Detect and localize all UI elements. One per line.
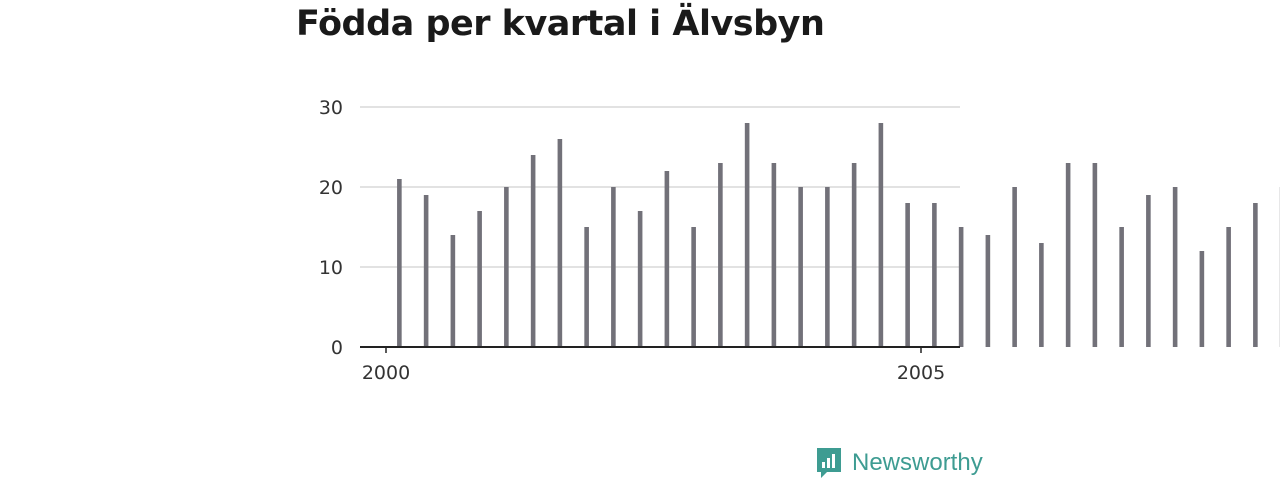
chart-title: Födda per kvartal i Älvsbyn [296,4,825,44]
bar [878,123,884,347]
bar [450,235,456,347]
bar [1253,203,1258,347]
bar [504,187,509,347]
newsworthy-logo: Newsworthy [815,446,983,480]
y-tick-label: 0 [331,337,343,359]
bar [1039,243,1044,347]
gridlines [360,106,960,268]
x-tick-label: 2000 [362,362,410,384]
bar [637,211,643,347]
bar [557,139,563,347]
bar [1092,163,1098,347]
bar [691,227,696,347]
y-tick-label: 10 [319,257,343,279]
bar-chart-logo-icon [817,448,841,478]
bar-series [397,123,1280,347]
bar [611,187,616,347]
bar [664,171,670,347]
bar [530,155,536,347]
bar [798,187,803,347]
bar [584,227,589,347]
bar [932,203,937,347]
tick-labels: 010203017200020052010201520202025 [319,97,945,384]
bar [1146,195,1151,347]
bar [397,179,402,347]
bar [1065,163,1071,347]
bar [477,211,482,347]
x-tick-label: 2005 [897,362,945,384]
bar [718,163,723,347]
bar [825,187,830,347]
bar [744,123,750,347]
brand-name: Newsworthy [852,449,983,476]
bar [1012,187,1017,347]
bar [958,227,964,347]
bar [423,195,429,347]
bar [1226,227,1231,347]
bar [1119,227,1124,347]
y-tick-label: 20 [319,177,343,199]
bar [771,163,777,347]
bar [905,203,910,347]
bar [851,163,857,347]
x-axis [360,346,960,353]
bar-chart: 010203017200020052010201520202025 [319,97,1280,384]
bar [1199,251,1205,347]
bar [985,235,991,347]
y-tick-label: 30 [319,97,343,119]
bar [1172,187,1178,347]
